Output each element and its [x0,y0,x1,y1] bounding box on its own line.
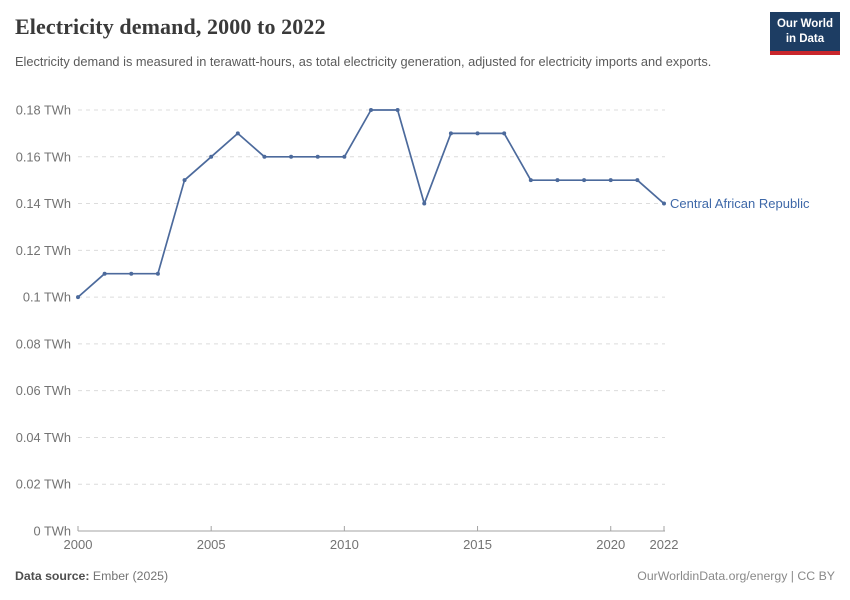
chart-subtitle: Electricity demand is measured in terawa… [15,54,712,69]
svg-text:0.06 TWh: 0.06 TWh [16,383,71,398]
data-source-label: Data source: [15,569,90,583]
svg-text:0.08 TWh: 0.08 TWh [16,336,71,351]
owid-logo-line2: in Data [785,32,825,45]
chart-title: Electricity demand, 2000 to 2022 [15,14,326,39]
svg-text:2000: 2000 [64,537,93,552]
gridlines [78,109,665,485]
svg-text:0.02 TWh: 0.02 TWh [16,477,71,492]
svg-text:2015: 2015 [463,537,492,552]
data-source-value: Ember (2025) [89,569,169,583]
svg-text:0.12 TWh: 0.12 TWh [16,243,71,258]
data-points [76,108,666,300]
svg-text:0.16 TWh: 0.16 TWh [16,149,71,164]
x-axis-labels: 2000 2005 2010 2015 2020 2022 [64,537,679,552]
svg-text:2010: 2010 [330,537,359,552]
license-credit[interactable]: OurWorldinData.org/energy | CC BY [637,569,835,583]
line-chart: 0 TWh 0.02 TWh 0.04 TWh 0.06 TWh 0.08 TWh 0.1… [16,103,810,553]
svg-text:0.1 TWh: 0.1 TWh [23,290,71,305]
svg-text:2005: 2005 [197,537,226,552]
data-source-note: Data source: Ember (2025) [15,569,168,583]
svg-text:0.04 TWh: 0.04 TWh [16,430,71,445]
svg-text:0.14 TWh: 0.14 TWh [16,196,71,211]
owid-logo-line1: Our World [776,18,833,30]
entity-label: Central African Republic [670,196,810,211]
x-axis [77,526,665,532]
svg-text:0.18 TWh: 0.18 TWh [16,103,71,118]
svg-text:0 TWh: 0 TWh [34,524,71,539]
svg-text:2020: 2020 [596,537,625,552]
svg-text:2022: 2022 [650,537,679,552]
y-axis-labels: 0 TWh 0.02 TWh 0.04 TWh 0.06 TWh 0.08 TWh 0.1… [16,103,71,539]
owid-logo[interactable]: Our World in Data [769,12,840,55]
